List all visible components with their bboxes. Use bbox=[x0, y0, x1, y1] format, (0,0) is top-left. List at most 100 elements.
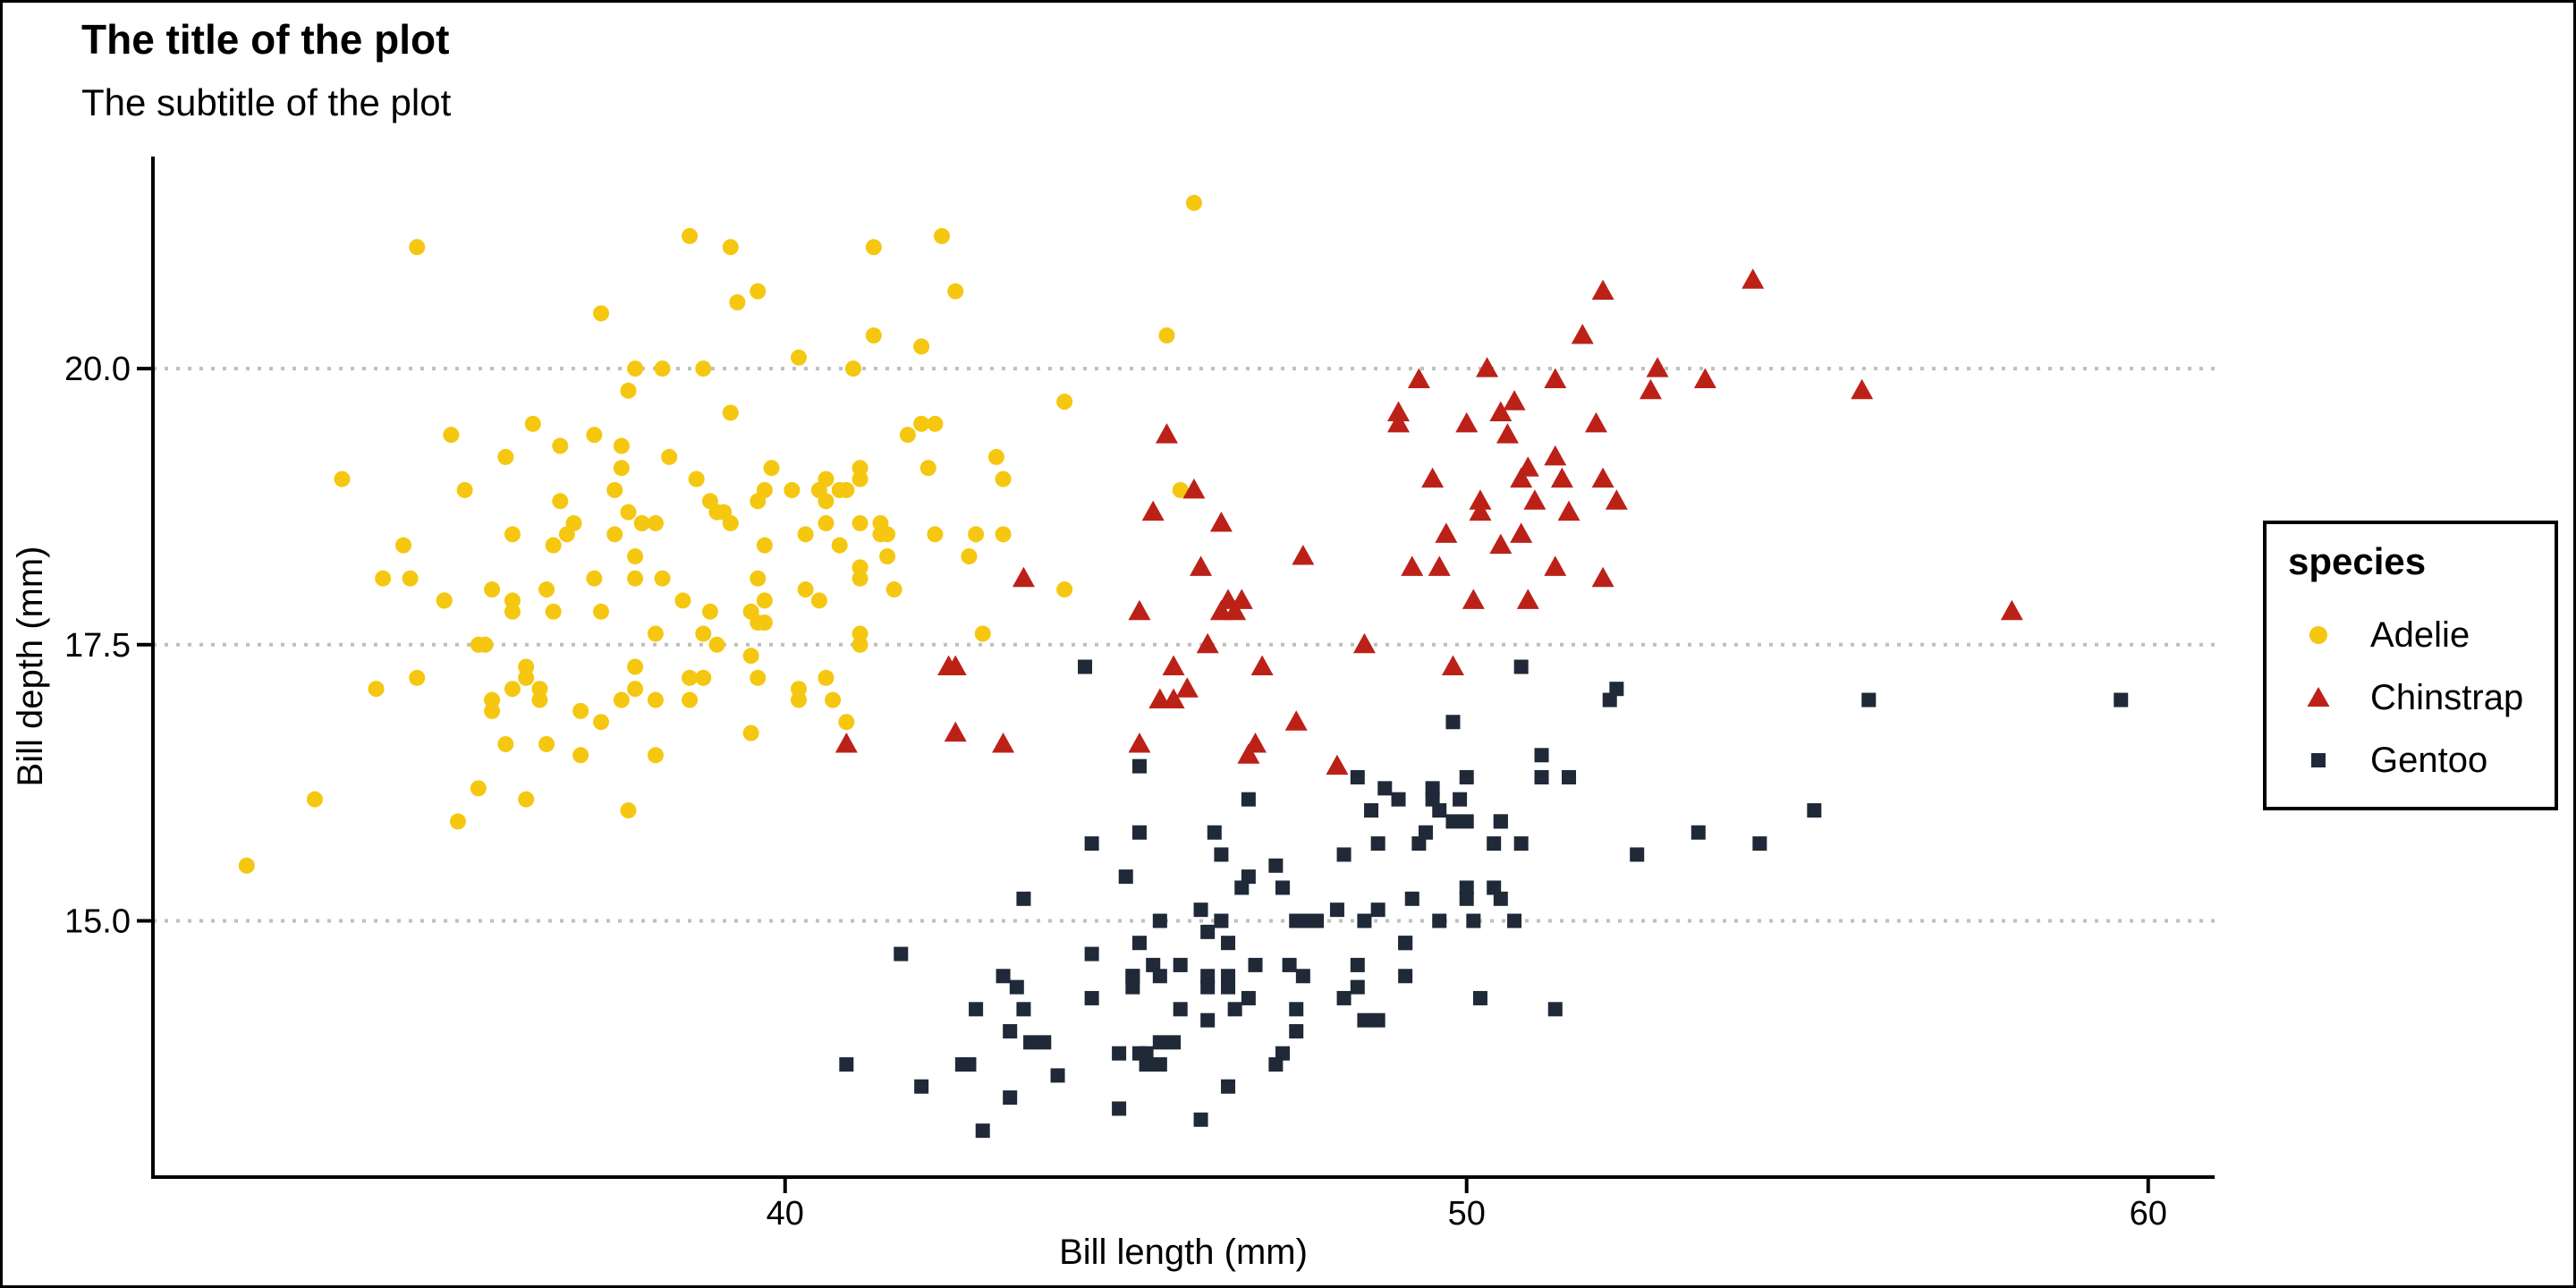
data-point-chinstrap bbox=[1639, 378, 1662, 400]
data-point-gentoo bbox=[1193, 1112, 1208, 1127]
y-tick-label: 15.0 bbox=[64, 903, 131, 941]
data-point-adelie bbox=[674, 592, 691, 609]
data-point-gentoo bbox=[1391, 792, 1406, 807]
data-point-adelie bbox=[558, 526, 575, 543]
data-point-chinstrap bbox=[1693, 368, 1716, 388]
data-point-adelie bbox=[606, 481, 623, 498]
data-point-gentoo bbox=[1084, 990, 1099, 1005]
data-point-gentoo bbox=[1009, 979, 1024, 995]
data-point-chinstrap bbox=[1401, 555, 1424, 576]
data-point-chinstrap bbox=[944, 721, 967, 742]
data-point-adelie bbox=[456, 481, 473, 498]
data-point-adelie bbox=[927, 526, 944, 543]
data-point-adelie bbox=[852, 570, 869, 587]
data-point-adelie bbox=[682, 691, 699, 708]
data-point-gentoo bbox=[1289, 1024, 1304, 1038]
data-point-chinstrap bbox=[1591, 279, 1614, 301]
data-point-gentoo bbox=[1513, 659, 1529, 674]
data-point-gentoo bbox=[1472, 990, 1487, 1005]
data-point-gentoo bbox=[1690, 825, 1706, 840]
data-point-gentoo bbox=[1370, 1013, 1385, 1028]
data-point-chinstrap bbox=[1155, 423, 1178, 444]
data-point-adelie bbox=[647, 625, 664, 642]
data-point-adelie bbox=[470, 780, 487, 797]
data-point-gentoo bbox=[1329, 902, 1344, 918]
data-point-adelie bbox=[825, 691, 842, 708]
data-point-adelie bbox=[613, 691, 630, 708]
data-point-adelie bbox=[722, 239, 739, 256]
data-point-adelie bbox=[1172, 481, 1189, 498]
data-point-chinstrap bbox=[1741, 268, 1765, 289]
data-point-gentoo bbox=[1112, 1101, 1127, 1116]
data-point-chinstrap bbox=[1292, 545, 1315, 565]
data-point-chinstrap bbox=[1250, 655, 1274, 675]
data-point-chinstrap bbox=[1585, 411, 1607, 433]
legend-title: species bbox=[2288, 540, 2427, 582]
data-point-adelie bbox=[545, 603, 562, 620]
data-point-adelie bbox=[695, 625, 712, 642]
data-point-adelie bbox=[443, 427, 460, 444]
data-point-gentoo bbox=[1200, 979, 1216, 995]
data-point-chinstrap bbox=[1455, 411, 1479, 433]
data-point-gentoo bbox=[1139, 1057, 1154, 1072]
data-point-adelie bbox=[661, 448, 678, 465]
data-point-adelie bbox=[790, 691, 807, 708]
data-point-gentoo bbox=[1166, 1035, 1182, 1050]
data-point-adelie bbox=[682, 669, 699, 686]
data-point-adelie bbox=[524, 415, 541, 432]
data-point-adelie bbox=[701, 603, 718, 620]
data-point-adelie bbox=[613, 437, 630, 454]
x-axis-title: Bill length (mm) bbox=[1059, 1233, 1308, 1272]
data-point-chinstrap bbox=[1441, 655, 1464, 675]
data-point-gentoo bbox=[1173, 957, 1188, 972]
data-point-chinstrap bbox=[2000, 599, 2023, 621]
data-point-gentoo bbox=[1152, 1057, 1167, 1072]
data-point-chinstrap bbox=[1141, 500, 1165, 521]
data-point-chinstrap bbox=[1503, 390, 1526, 411]
data-point-adelie bbox=[995, 470, 1012, 487]
data-point-gentoo bbox=[1221, 1079, 1236, 1094]
data-point-gentoo bbox=[1221, 979, 1236, 995]
data-point-gentoo bbox=[1513, 836, 1529, 852]
data-point-adelie bbox=[879, 548, 896, 565]
data-point-adelie bbox=[831, 481, 848, 498]
data-point-chinstrap bbox=[1128, 732, 1151, 753]
data-point-gentoo bbox=[969, 1002, 984, 1017]
data-point-adelie bbox=[449, 813, 466, 830]
data-point-adelie bbox=[750, 283, 767, 300]
data-points bbox=[238, 194, 2129, 1139]
data-point-adelie bbox=[818, 514, 835, 531]
data-point-gentoo bbox=[1152, 1035, 1167, 1050]
data-point-adelie bbox=[886, 581, 902, 598]
data-point-gentoo bbox=[1459, 880, 1474, 895]
legend-item-adelie: Adelie bbox=[2267, 604, 2555, 666]
data-point-adelie bbox=[586, 570, 603, 587]
data-point-gentoo bbox=[1459, 769, 1474, 784]
data-point-chinstrap bbox=[1012, 566, 1035, 588]
data-point-chinstrap bbox=[1851, 378, 1874, 400]
data-point-gentoo bbox=[1425, 781, 1440, 796]
data-point-adelie bbox=[497, 735, 514, 752]
data-point-adelie bbox=[688, 470, 705, 487]
data-point-gentoo bbox=[1466, 913, 1481, 928]
data-point-gentoo bbox=[1131, 825, 1147, 840]
data-point-adelie bbox=[395, 537, 412, 554]
data-point-gentoo bbox=[2114, 692, 2129, 708]
data-point-adelie bbox=[504, 526, 521, 543]
data-point-adelie bbox=[613, 460, 630, 477]
data-point-gentoo bbox=[1350, 957, 1365, 972]
data-point-adelie bbox=[552, 437, 569, 454]
data-point-chinstrap bbox=[1544, 445, 1567, 466]
data-point-chinstrap bbox=[1182, 478, 1206, 499]
data-point-gentoo bbox=[1234, 880, 1250, 895]
data-point-adelie bbox=[838, 714, 855, 731]
data-point-gentoo bbox=[1023, 1035, 1038, 1050]
data-point-adelie bbox=[797, 526, 814, 543]
data-point-gentoo bbox=[1268, 1057, 1284, 1072]
data-point-gentoo bbox=[1003, 1090, 1018, 1106]
data-point-adelie bbox=[409, 239, 426, 256]
data-point-chinstrap bbox=[1516, 589, 1539, 609]
data-point-adelie bbox=[518, 791, 535, 808]
data-point-gentoo bbox=[1357, 913, 1372, 928]
data-point-adelie bbox=[927, 415, 944, 432]
